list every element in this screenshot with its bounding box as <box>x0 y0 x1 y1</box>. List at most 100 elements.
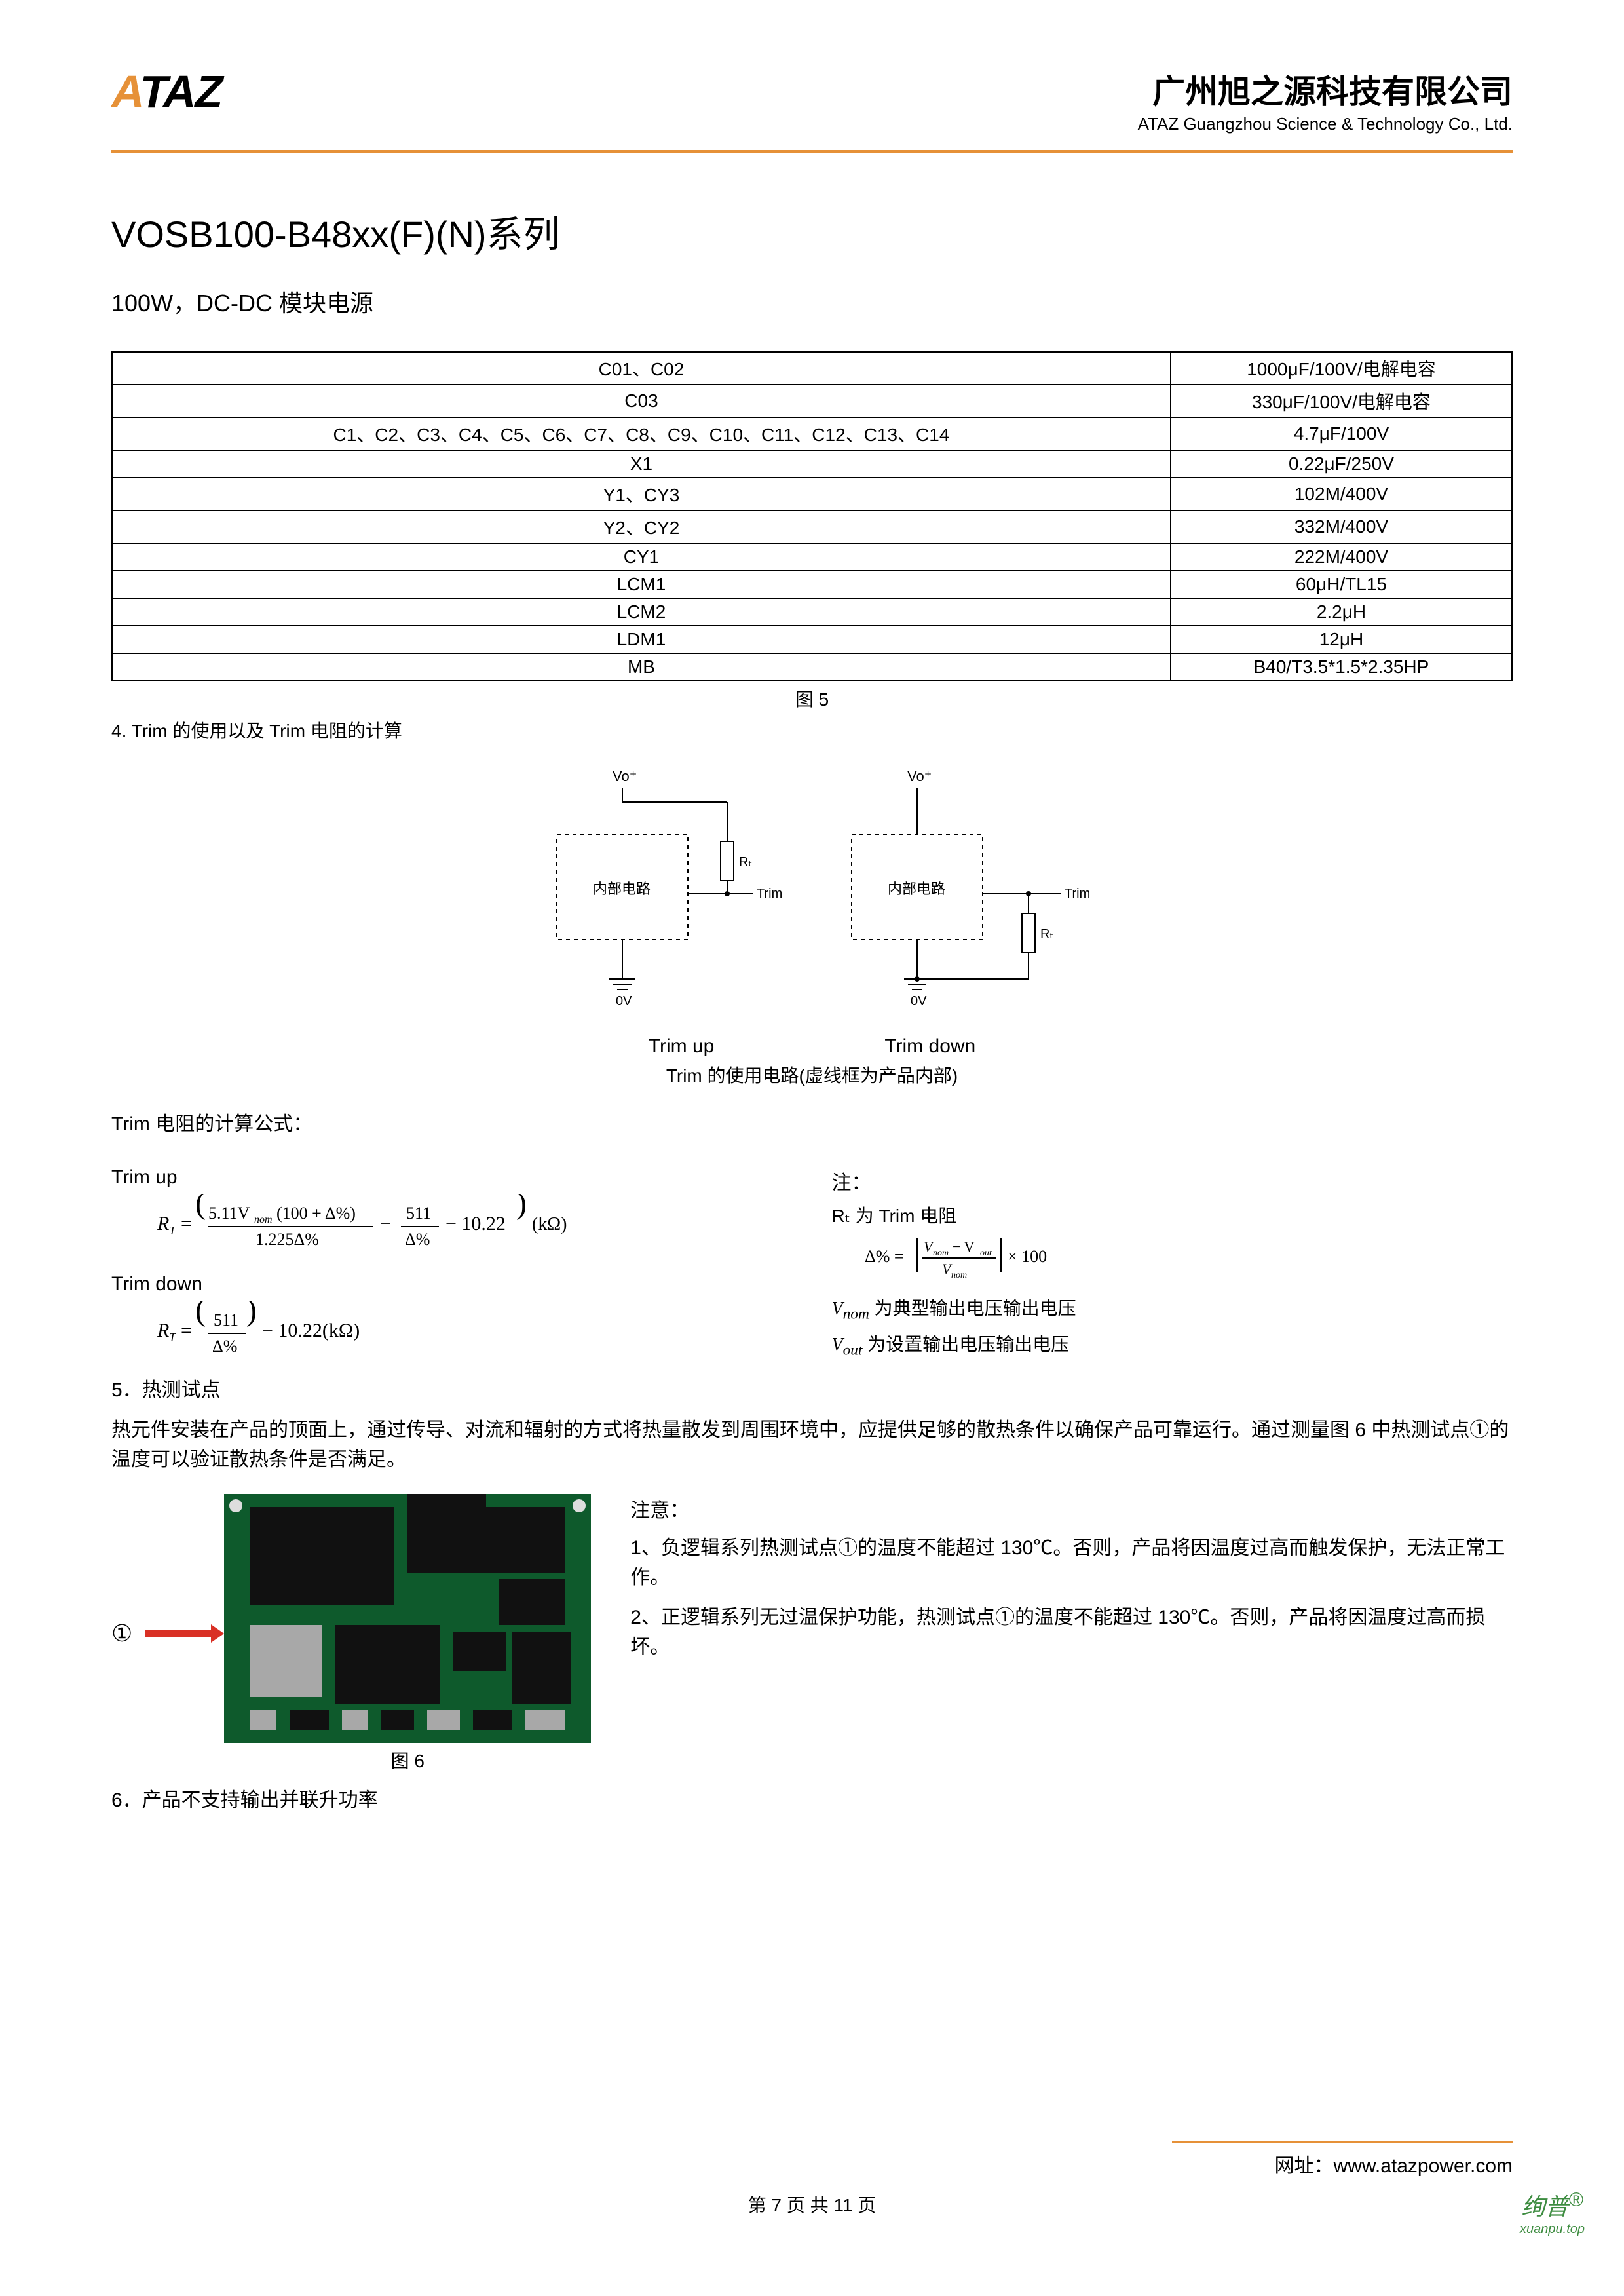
thermal-notes: 注意： 1、负逻辑系列热测试点①的温度不能超过 130℃。否则，产品将因温度过高… <box>630 1494 1513 1773</box>
note-vnom: Vnom 为典型输出电压输出电压 <box>832 1294 1513 1324</box>
svg-text:× 100: × 100 <box>1008 1247 1047 1266</box>
pcb-photo <box>224 1494 591 1743</box>
svg-text:out: out <box>980 1248 992 1258</box>
trim-up-formula: R T = ( 5.11V nom (100 + Δ%) 1.225Δ% − 5… <box>157 1194 655 1259</box>
trim-up-heading: Trim up <box>111 1166 793 1189</box>
table-row: MBB40/T3.5*1.5*2.35HP <box>112 653 1512 681</box>
svg-text:5.11V: 5.11V <box>208 1204 250 1223</box>
svg-text:511: 511 <box>406 1204 431 1223</box>
svg-text:− 10.22: − 10.22 <box>445 1213 506 1234</box>
svg-text:=: = <box>181 1320 192 1341</box>
table-cell: 332M/400V <box>1171 510 1512 543</box>
delta-formula: Δ% = V nom − V out V nom × 100 <box>865 1232 1127 1284</box>
trim-diagram-caption: Trim 的使用电路(虚线框为产品内部) <box>111 1062 1513 1088</box>
thermal-image-block: ① <box>111 1494 591 1773</box>
thermal-paragraph: 热元件安装在产品的顶面上，通过传导、对流和辐射的方式将热量散发到周围环境中，应提… <box>111 1415 1513 1474</box>
table-cell: LCM2 <box>112 598 1171 626</box>
formula-right: 注： Rₜ 为 Trim 电阻 Δ% = V nom − V out V nom… <box>793 1156 1513 1363</box>
arrow-icon <box>145 1620 224 1647</box>
figure6-caption: 图 6 <box>224 1747 591 1773</box>
svg-text:Δ% =: Δ% = <box>865 1247 904 1266</box>
svg-text:(kΩ): (kΩ) <box>532 1214 567 1234</box>
thermal-block: ① <box>111 1494 1513 1773</box>
page-title: VOSB100-B48xx(F)(N)系列 <box>111 205 1513 258</box>
svg-text:− V: − V <box>953 1238 975 1255</box>
watermark-main: 绚普 <box>1521 2193 1568 2220</box>
table-row: C1、C2、C3、C4、C5、C6、C7、C8、C9、C10、C11、C12、C… <box>112 417 1512 450</box>
table-cell: C01、C02 <box>112 352 1171 385</box>
svg-text:T: T <box>169 1224 177 1237</box>
table-cell: MB <box>112 653 1171 681</box>
table-cell: Y2、CY2 <box>112 510 1171 543</box>
table-cell: 2.2μH <box>1171 598 1512 626</box>
formula-block: Trim up R T = ( 5.11V nom (100 + Δ%) 1.2… <box>111 1156 1513 1363</box>
header-divider <box>111 150 1513 153</box>
component-table: C01、C021000μF/100V/电解电容C03330μF/100V/电解电… <box>111 351 1513 681</box>
svg-text:Vo⁺: Vo⁺ <box>907 768 932 784</box>
footer-divider <box>1172 2141 1513 2143</box>
svg-text:Rₜ: Rₜ <box>739 855 752 870</box>
table-cell: 0.22μF/250V <box>1171 450 1512 478</box>
company-name-cn: 广州旭之源科技有限公司 <box>1138 66 1513 113</box>
thermal-note2: 2、正逻辑系列无过温保护功能，热测试点①的温度不能超过 130℃。否则，产品将因… <box>630 1603 1513 1662</box>
notes-heading: 注： <box>832 1166 1513 1195</box>
svg-text:(100 + Δ%): (100 + Δ%) <box>276 1204 356 1223</box>
svg-text:Vo⁺: Vo⁺ <box>613 768 637 784</box>
svg-text:Δ%: Δ% <box>212 1337 237 1356</box>
watermark-sub: xuanpu.top <box>1520 2222 1585 2237</box>
table-cell: C1、C2、C3、C4、C5、C6、C7、C8、C9、C10、C11、C12、C… <box>112 417 1171 450</box>
svg-text:−: − <box>380 1213 391 1234</box>
svg-text:Rₜ: Rₜ <box>1040 927 1053 942</box>
thermal-note1: 1、负逻辑系列热测试点①的温度不能超过 130℃。否则，产品将因温度过高而触发保… <box>630 1533 1513 1592</box>
logo-rest: TAZ <box>140 66 221 117</box>
svg-text:T: T <box>169 1331 177 1344</box>
table-cell: 330μF/100V/电解电容 <box>1171 385 1512 417</box>
note-vout: Vout 为设置输出电压输出电压 <box>832 1330 1513 1360</box>
svg-text:0V: 0V <box>911 994 927 1008</box>
table-cell: 60μH/TL15 <box>1171 571 1512 598</box>
watermark: 绚普® xuanpu.top <box>1520 2188 1585 2237</box>
trim-down-label: Trim down <box>884 1035 975 1058</box>
section4-heading: 4. Trim 的使用以及 Trim 电阻的计算 <box>111 717 1513 743</box>
url-label: 网址： <box>1275 2155 1334 2177</box>
note-vnom-text: 为典型输出电压输出电压 <box>875 1298 1076 1318</box>
trim-up-label: Trim up <box>649 1035 715 1058</box>
table-row: C03330μF/100V/电解电容 <box>112 385 1512 417</box>
header: ATAZ 广州旭之源科技有限公司 ATAZ Guangzhou Science … <box>111 66 1513 147</box>
table-row: Y1、CY3102M/400V <box>112 478 1512 510</box>
logo-accent: A <box>111 66 140 117</box>
svg-text:=: = <box>181 1213 192 1234</box>
table-cell: LCM1 <box>112 571 1171 598</box>
table-cell: Y1、CY3 <box>112 478 1171 510</box>
table-row: X10.22μF/250V <box>112 450 1512 478</box>
note-rt: Rₜ 为 Trim 电阻 <box>832 1202 1513 1228</box>
table-cell: 1000μF/100V/电解电容 <box>1171 352 1512 385</box>
footer: 网址：www.atazpower.com 第 7 页 共 11 页 <box>111 2141 1513 2217</box>
svg-text:Trim: Trim <box>1065 887 1090 901</box>
formula-heading: Trim 电阻的计算公式： <box>111 1107 1513 1136</box>
table-cell: 222M/400V <box>1171 543 1512 571</box>
url-value: www.atazpower.com <box>1334 2155 1513 2177</box>
svg-text:(: ( <box>195 1194 206 1221</box>
svg-text:511: 511 <box>214 1311 238 1330</box>
table-row: LDM112μH <box>112 626 1512 653</box>
svg-text:(: ( <box>195 1301 206 1328</box>
table-cell: 4.7μF/100V <box>1171 417 1512 450</box>
table-cell: LDM1 <box>112 626 1171 653</box>
circled-one-label: ① <box>111 1620 132 1647</box>
svg-text:): ) <box>516 1194 527 1221</box>
svg-text:1.225Δ%: 1.225Δ% <box>255 1230 319 1249</box>
table-row: Y2、CY2332M/400V <box>112 510 1512 543</box>
logo-text: ATAZ <box>111 66 221 118</box>
formula-left: Trim up R T = ( 5.11V nom (100 + Δ%) 1.2… <box>111 1156 793 1363</box>
trim-labels: Trim up Trim down <box>111 1035 1513 1058</box>
table-cell: X1 <box>112 450 1171 478</box>
svg-text:): ) <box>246 1301 257 1328</box>
thermal-notes-heading: 注意： <box>630 1494 1513 1523</box>
footer-url: 网址：www.atazpower.com <box>111 2149 1513 2178</box>
watermark-reg: ® <box>1568 2189 1583 2211</box>
section5-heading: 5．热测试点 <box>111 1373 1513 1402</box>
svg-text:R: R <box>157 1213 169 1234</box>
svg-text:Trim: Trim <box>757 887 782 901</box>
svg-text:nom: nom <box>951 1271 967 1280</box>
